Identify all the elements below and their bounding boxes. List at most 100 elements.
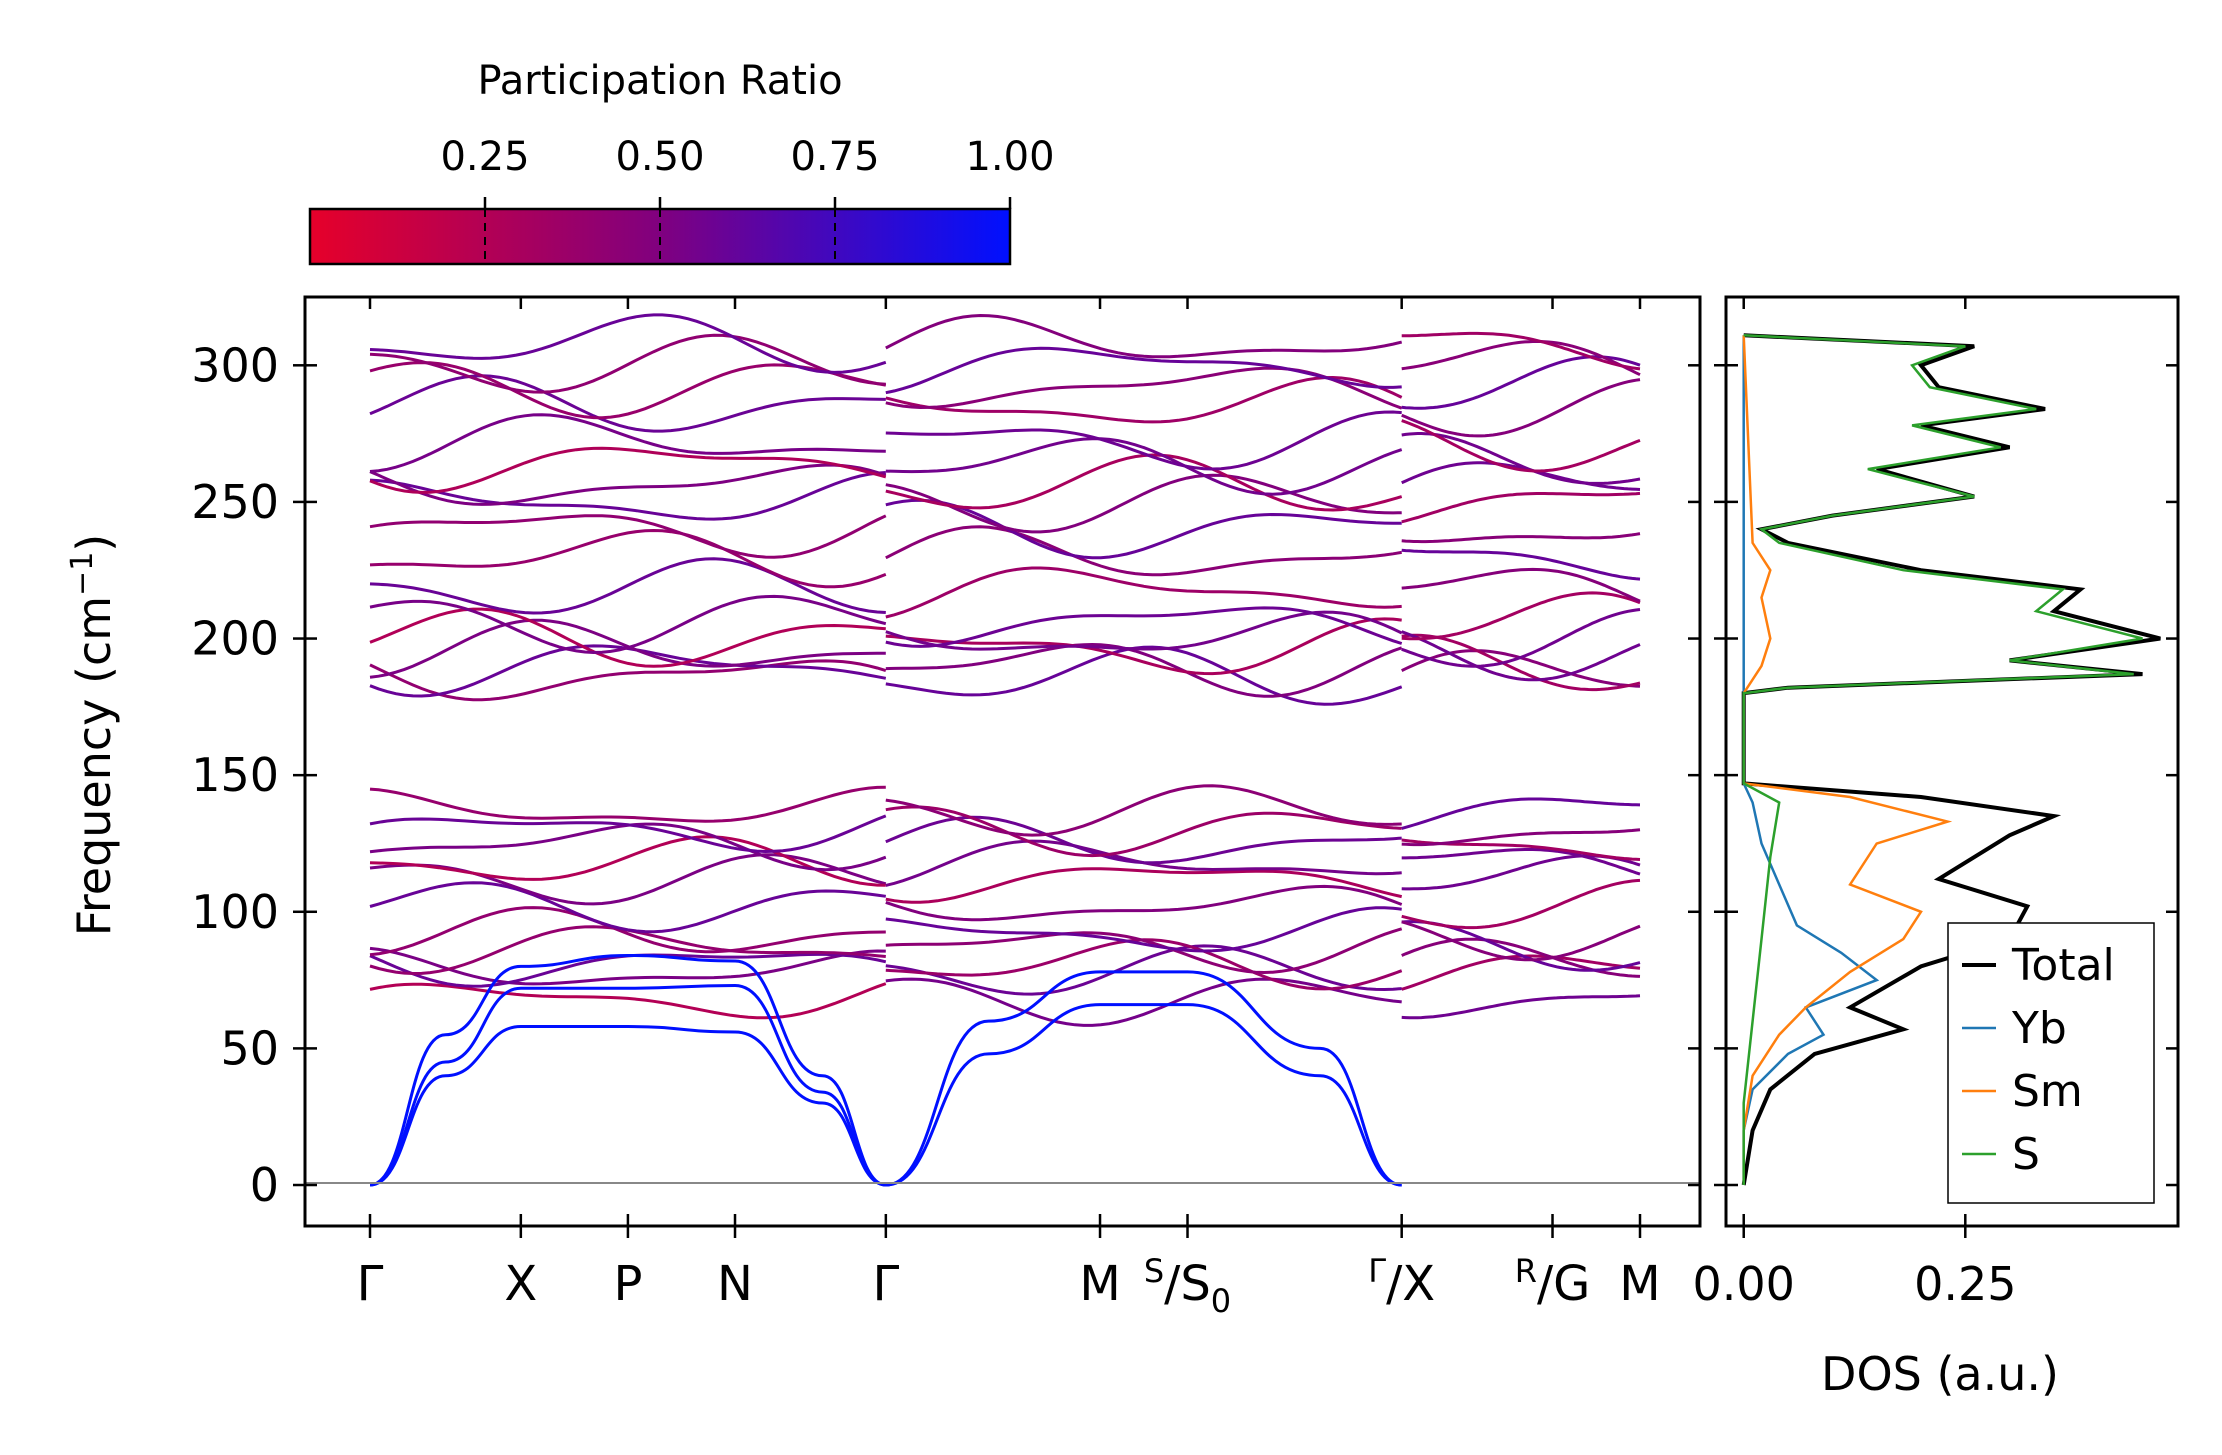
dos-panel: 0.00 0.25 DOS (a.u.) Total Yb Sm S bbox=[1693, 295, 2180, 1401]
band-line bbox=[1401, 591, 1641, 641]
y-tick-label: 250 bbox=[191, 475, 279, 529]
kpoint-main: /G bbox=[1537, 1256, 1590, 1312]
band-line bbox=[1401, 878, 1641, 930]
kpoint-label: Γ/X bbox=[1368, 1252, 1435, 1312]
y-tick-label: 0 bbox=[250, 1158, 279, 1212]
y-tick-label: 300 bbox=[191, 338, 279, 392]
dos-x-axis-label: DOS (a.u.) bbox=[1821, 1347, 2059, 1401]
band-line bbox=[1401, 848, 1641, 876]
legend-label: S bbox=[2012, 1129, 2040, 1180]
colorbar-ticks: 0.25 0.50 0.75 1.00 bbox=[440, 134, 1055, 264]
kpoint-main: /S bbox=[1164, 1256, 1211, 1312]
band-line bbox=[885, 346, 1402, 395]
kpoint-label: S/S0 bbox=[1144, 1252, 1231, 1320]
band-line bbox=[885, 453, 1403, 512]
band-line bbox=[1401, 920, 1641, 962]
band-line bbox=[1401, 937, 1641, 978]
kpoint-label: R/G bbox=[1515, 1252, 1591, 1312]
band-line bbox=[885, 410, 1402, 471]
band-line bbox=[1401, 419, 1641, 473]
kpath-axis: Γ X P N Γ M S/S0Γ/X R/G M bbox=[357, 297, 1661, 1320]
band-line bbox=[1401, 532, 1641, 544]
band-line bbox=[369, 374, 886, 433]
band-line bbox=[369, 644, 887, 698]
y-tick-label: 100 bbox=[191, 885, 279, 939]
band-line bbox=[1401, 432, 1641, 485]
y-axis-label: Frequency (cm−1) bbox=[65, 534, 121, 937]
kpoint-label: Γ bbox=[872, 1256, 899, 1312]
band-line bbox=[369, 514, 887, 559]
kpoint-main: N bbox=[717, 1256, 753, 1312]
band-line bbox=[369, 659, 887, 702]
band-line bbox=[885, 617, 1402, 676]
band-line bbox=[369, 853, 887, 906]
kpoint-sup: S bbox=[1144, 1252, 1164, 1290]
dos-series-sm bbox=[1742, 335, 1953, 1185]
band-line bbox=[885, 313, 1403, 359]
y-tick-label: 50 bbox=[220, 1021, 279, 1075]
band-line bbox=[885, 805, 1402, 858]
dos-legend: Total Yb Sm S bbox=[1947, 922, 2155, 1204]
band-line bbox=[369, 446, 887, 494]
band-line bbox=[885, 642, 1403, 698]
band-line bbox=[885, 867, 1403, 904]
acoustic-branch bbox=[369, 984, 887, 1187]
kpoint-main: M bbox=[1619, 1256, 1660, 1312]
band-line bbox=[885, 437, 1403, 496]
band-line bbox=[885, 525, 1402, 577]
band-line bbox=[1401, 567, 1641, 603]
kpoint-main: X bbox=[504, 1256, 537, 1312]
acoustic-branch bbox=[369, 953, 887, 1187]
kpoint-label: Γ bbox=[357, 1256, 384, 1312]
band-line bbox=[885, 944, 1402, 996]
band-line bbox=[369, 333, 886, 394]
colorbar-tick-label: 1.00 bbox=[965, 134, 1054, 180]
band-frame bbox=[303, 295, 1702, 1228]
band-line bbox=[885, 784, 1402, 837]
acoustic-branch bbox=[369, 1025, 887, 1187]
colorbar-label: Participation Ratio bbox=[477, 58, 842, 104]
band-line bbox=[1401, 491, 1641, 524]
band-line bbox=[369, 607, 886, 668]
band-line bbox=[1401, 828, 1641, 847]
acoustic-branches bbox=[369, 953, 1402, 1187]
dos-series bbox=[1741, 333, 2161, 1186]
band-line bbox=[885, 884, 1403, 922]
colorbar-tick-label: 0.75 bbox=[790, 134, 879, 180]
colorbar: Participation Ratio 0.25 0.50 0.75 1.00 bbox=[308, 58, 1055, 266]
legend-label: Total bbox=[2011, 940, 2115, 991]
band-line bbox=[369, 463, 887, 506]
band-line bbox=[885, 498, 1402, 560]
kpoint-sup: R bbox=[1515, 1252, 1537, 1290]
band-line bbox=[369, 946, 886, 986]
kpoint-sub: 0 bbox=[1211, 1282, 1231, 1320]
kpoint-main: Γ bbox=[872, 1256, 899, 1312]
band-line bbox=[885, 375, 1403, 424]
kpoint-main: M bbox=[1079, 1256, 1120, 1312]
band-lines bbox=[369, 313, 1641, 1027]
legend-box bbox=[1947, 922, 2155, 1204]
band-line bbox=[1401, 797, 1641, 830]
band-line bbox=[369, 313, 887, 374]
band-line bbox=[885, 473, 1402, 534]
dos-axis: 0.00 0.25 bbox=[1693, 297, 2178, 1311]
frequency-axis: 0 50 100 150 200 250 300 bbox=[191, 338, 1700, 1212]
band-line bbox=[1401, 994, 1641, 1020]
kpoint-main: /X bbox=[1386, 1256, 1435, 1312]
band-line bbox=[1401, 378, 1641, 438]
band-line bbox=[885, 906, 1402, 953]
band-line bbox=[369, 982, 887, 1020]
band-line bbox=[369, 413, 886, 473]
legend-label: Yb bbox=[2011, 1003, 2067, 1054]
acoustic-branch bbox=[885, 970, 1402, 1187]
kpoint-label: M bbox=[1079, 1256, 1120, 1312]
band-line bbox=[369, 906, 886, 957]
band-line bbox=[369, 528, 887, 589]
kpoint-main: Γ bbox=[357, 1256, 384, 1312]
y-tick-label: 200 bbox=[191, 612, 279, 666]
band-line bbox=[885, 977, 1402, 1027]
dos-series-s bbox=[1742, 334, 2143, 1185]
kpoint-label: X bbox=[504, 1256, 537, 1312]
band-line bbox=[1401, 630, 1641, 682]
